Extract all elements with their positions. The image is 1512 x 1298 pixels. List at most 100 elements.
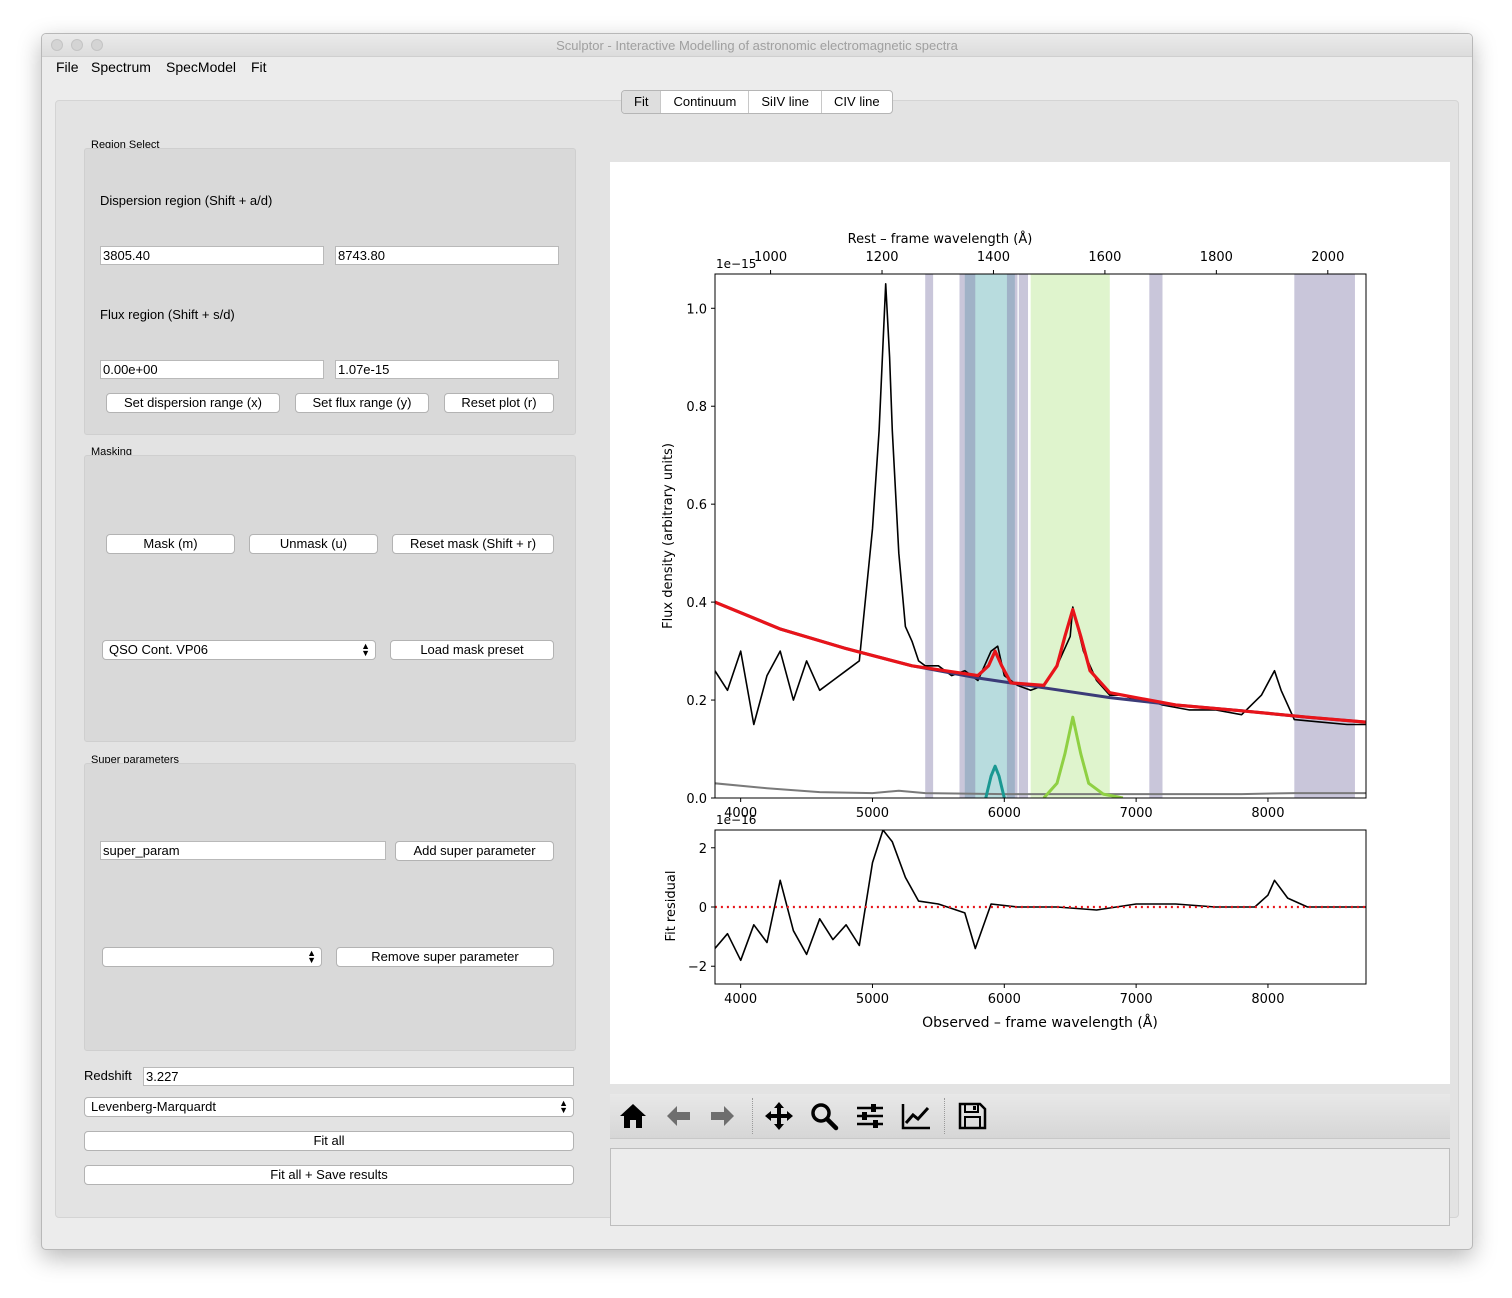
region-select-group: Dispersion region (Shift + a/d) 3805.40 … xyxy=(84,148,576,435)
tab-continuum[interactable]: Continuum xyxy=(661,91,750,113)
pan-icon[interactable] xyxy=(762,1100,796,1132)
save-icon[interactable] xyxy=(955,1100,989,1132)
masked-region-band xyxy=(1149,274,1163,798)
edit-axis-icon[interactable] xyxy=(899,1100,933,1132)
toolbar-separator xyxy=(944,1098,946,1134)
y-tick-label: 0.6 xyxy=(686,498,707,513)
set-flux-range-button[interactable]: Set flux range (y) xyxy=(295,393,429,413)
message-panel xyxy=(610,1148,1450,1226)
select-arrows-icon: ▲ ▼ xyxy=(307,948,316,965)
x-tick-label: 6000 xyxy=(988,806,1021,821)
fit-method-select[interactable]: Levenberg-Marquardt ▲ ▼ xyxy=(84,1097,574,1117)
x-tick-label: 5000 xyxy=(856,992,889,1007)
x-tick-label: 6000 xyxy=(988,992,1021,1007)
y-tick-label: 0.0 xyxy=(686,792,707,807)
dispersion-max-field[interactable]: 8743.80 xyxy=(335,246,559,265)
x-tick-label: 4000 xyxy=(724,806,757,821)
window-title: Sculptor - Interactive Modelling of astr… xyxy=(556,38,958,53)
title-bar: Sculptor - Interactive Modelling of astr… xyxy=(42,34,1472,57)
super-parameters-group: super_param Add super parameter ▲ ▼ Remov… xyxy=(84,763,576,1051)
x-tick-label: 7000 xyxy=(1120,992,1153,1007)
fit-all-save-results-button[interactable]: Fit all + Save results xyxy=(84,1165,574,1185)
fit-tab-panel: Region Select Dispersion region (Shift +… xyxy=(55,100,1459,1226)
home-icon[interactable] xyxy=(616,1100,650,1132)
flux-min-field[interactable]: 0.00e+00 xyxy=(100,360,324,379)
set-dispersion-range-button[interactable]: Set dispersion range (x) xyxy=(106,393,280,413)
tab-civ-line[interactable]: CIV line xyxy=(834,94,880,109)
top-tick-label: 1200 xyxy=(865,250,898,265)
masked-region-band xyxy=(959,274,965,798)
super-parameter-select[interactable]: ▲ ▼ xyxy=(102,947,322,967)
x-tick-label: 8000 xyxy=(1251,992,1284,1007)
masking-group: Mask (m) Unmask (u) Reset mask (Shift + … xyxy=(84,455,576,742)
main-y-axis-label: Flux density (arbitrary units) xyxy=(661,443,676,629)
main-plot-area xyxy=(715,274,1366,798)
zoom-icon[interactable] xyxy=(807,1100,841,1132)
y-tick-label: 0.2 xyxy=(686,694,707,709)
close-window-button[interactable] xyxy=(51,39,63,51)
super-parameter-name-field[interactable]: super_param xyxy=(100,841,386,860)
reset-mask-button[interactable]: Reset mask (Shift + r) xyxy=(392,534,554,554)
tab-bar: Fit Continuum SiIV line CIV line xyxy=(621,90,893,114)
y-tick-label: −2 xyxy=(688,960,707,975)
add-super-parameter-button[interactable]: Add super parameter xyxy=(395,841,554,861)
top-tick-label: 1400 xyxy=(977,250,1010,265)
residual-series-line xyxy=(715,830,1366,962)
menu-specmodel[interactable]: SpecModel xyxy=(166,59,237,75)
mask-button[interactable]: Mask (m) xyxy=(106,534,235,554)
y-tick-label: 2 xyxy=(699,842,707,857)
top-tick-label: 1000 xyxy=(754,250,787,265)
x-tick-label: 8000 xyxy=(1251,806,1284,821)
mask-preset-select[interactable]: QSO Cont. VP06 ▲ ▼ xyxy=(102,640,376,660)
masked-region-band xyxy=(1006,274,1018,798)
unmask-button[interactable]: Unmask (u) xyxy=(249,534,378,554)
masked-region-band xyxy=(925,274,934,798)
back-arrow-icon[interactable] xyxy=(661,1100,695,1132)
main-plot-frame xyxy=(714,273,1367,799)
masked-region-band xyxy=(964,274,976,798)
flux-region-label: Flux region (Shift + s/d) xyxy=(100,307,235,322)
reset-plot-button[interactable]: Reset plot (r) xyxy=(444,393,554,413)
spectrum-series-line xyxy=(715,283,1366,726)
y-tick-label: 0.8 xyxy=(686,400,707,415)
flux-max-field[interactable]: 1.07e-15 xyxy=(335,360,559,379)
siiv-component-series-line xyxy=(984,764,1006,798)
select-arrows-icon: ▲ ▼ xyxy=(361,641,370,658)
load-mask-preset-button[interactable]: Load mask preset xyxy=(390,640,554,660)
main-window: Sculptor - Interactive Modelling of astr… xyxy=(41,33,1473,1250)
forward-arrow-icon[interactable] xyxy=(706,1100,740,1132)
residual-y-offset-text: 1e−16 xyxy=(716,813,756,827)
remove-super-parameter-button[interactable]: Remove super parameter xyxy=(336,947,554,967)
civ-component-series-line xyxy=(1042,715,1124,798)
fit-all-button[interactable]: Fit all xyxy=(84,1131,574,1151)
main-y-offset-text: 1e−15 xyxy=(716,257,756,271)
menu-bar: File Spectrum SpecModel Fit xyxy=(42,57,1472,79)
top-tick-label: 1600 xyxy=(1088,250,1121,265)
y-tick-label: 0.4 xyxy=(686,596,707,611)
y-tick-label: 1.0 xyxy=(686,302,707,317)
residual-x-axis-label: Observed – frame wavelength (Å) xyxy=(922,1014,1158,1031)
dispersion-min-field[interactable]: 3805.40 xyxy=(100,246,324,265)
plot-canvas[interactable]: Rest – frame wavelength (Å) 1e−15 Flux d… xyxy=(610,162,1450,1084)
mask-preset-value: QSO Cont. VP06 xyxy=(109,642,208,657)
spectrum-figure: Rest – frame wavelength (Å) 1e−15 Flux d… xyxy=(661,231,1367,1031)
x-tick-label: 4000 xyxy=(724,992,757,1007)
masked-region-band xyxy=(1294,274,1355,798)
zoom-window-button[interactable] xyxy=(91,39,103,51)
menu-fit[interactable]: Fit xyxy=(251,59,267,75)
select-arrows-icon: ▲ ▼ xyxy=(559,1098,568,1115)
tab-fit[interactable]: Fit xyxy=(622,91,662,113)
menu-file[interactable]: File xyxy=(56,59,79,75)
tab-siiv-line[interactable]: SiIV line xyxy=(749,91,823,113)
residual-y-axis-label: Fit residual xyxy=(664,871,679,942)
masked-region-band xyxy=(1018,274,1029,798)
menu-spectrum[interactable]: Spectrum xyxy=(91,59,151,75)
y-tick-label: 0 xyxy=(699,901,707,916)
redshift-field[interactable]: 3.227 xyxy=(143,1067,574,1086)
minimize-window-button[interactable] xyxy=(71,39,83,51)
plot-toolbar xyxy=(610,1094,1450,1139)
configure-subplots-icon[interactable] xyxy=(853,1100,887,1132)
top-tick-label: 1800 xyxy=(1200,250,1233,265)
residual-plot-area xyxy=(715,830,1366,962)
redshift-label: Redshift xyxy=(84,1068,132,1083)
